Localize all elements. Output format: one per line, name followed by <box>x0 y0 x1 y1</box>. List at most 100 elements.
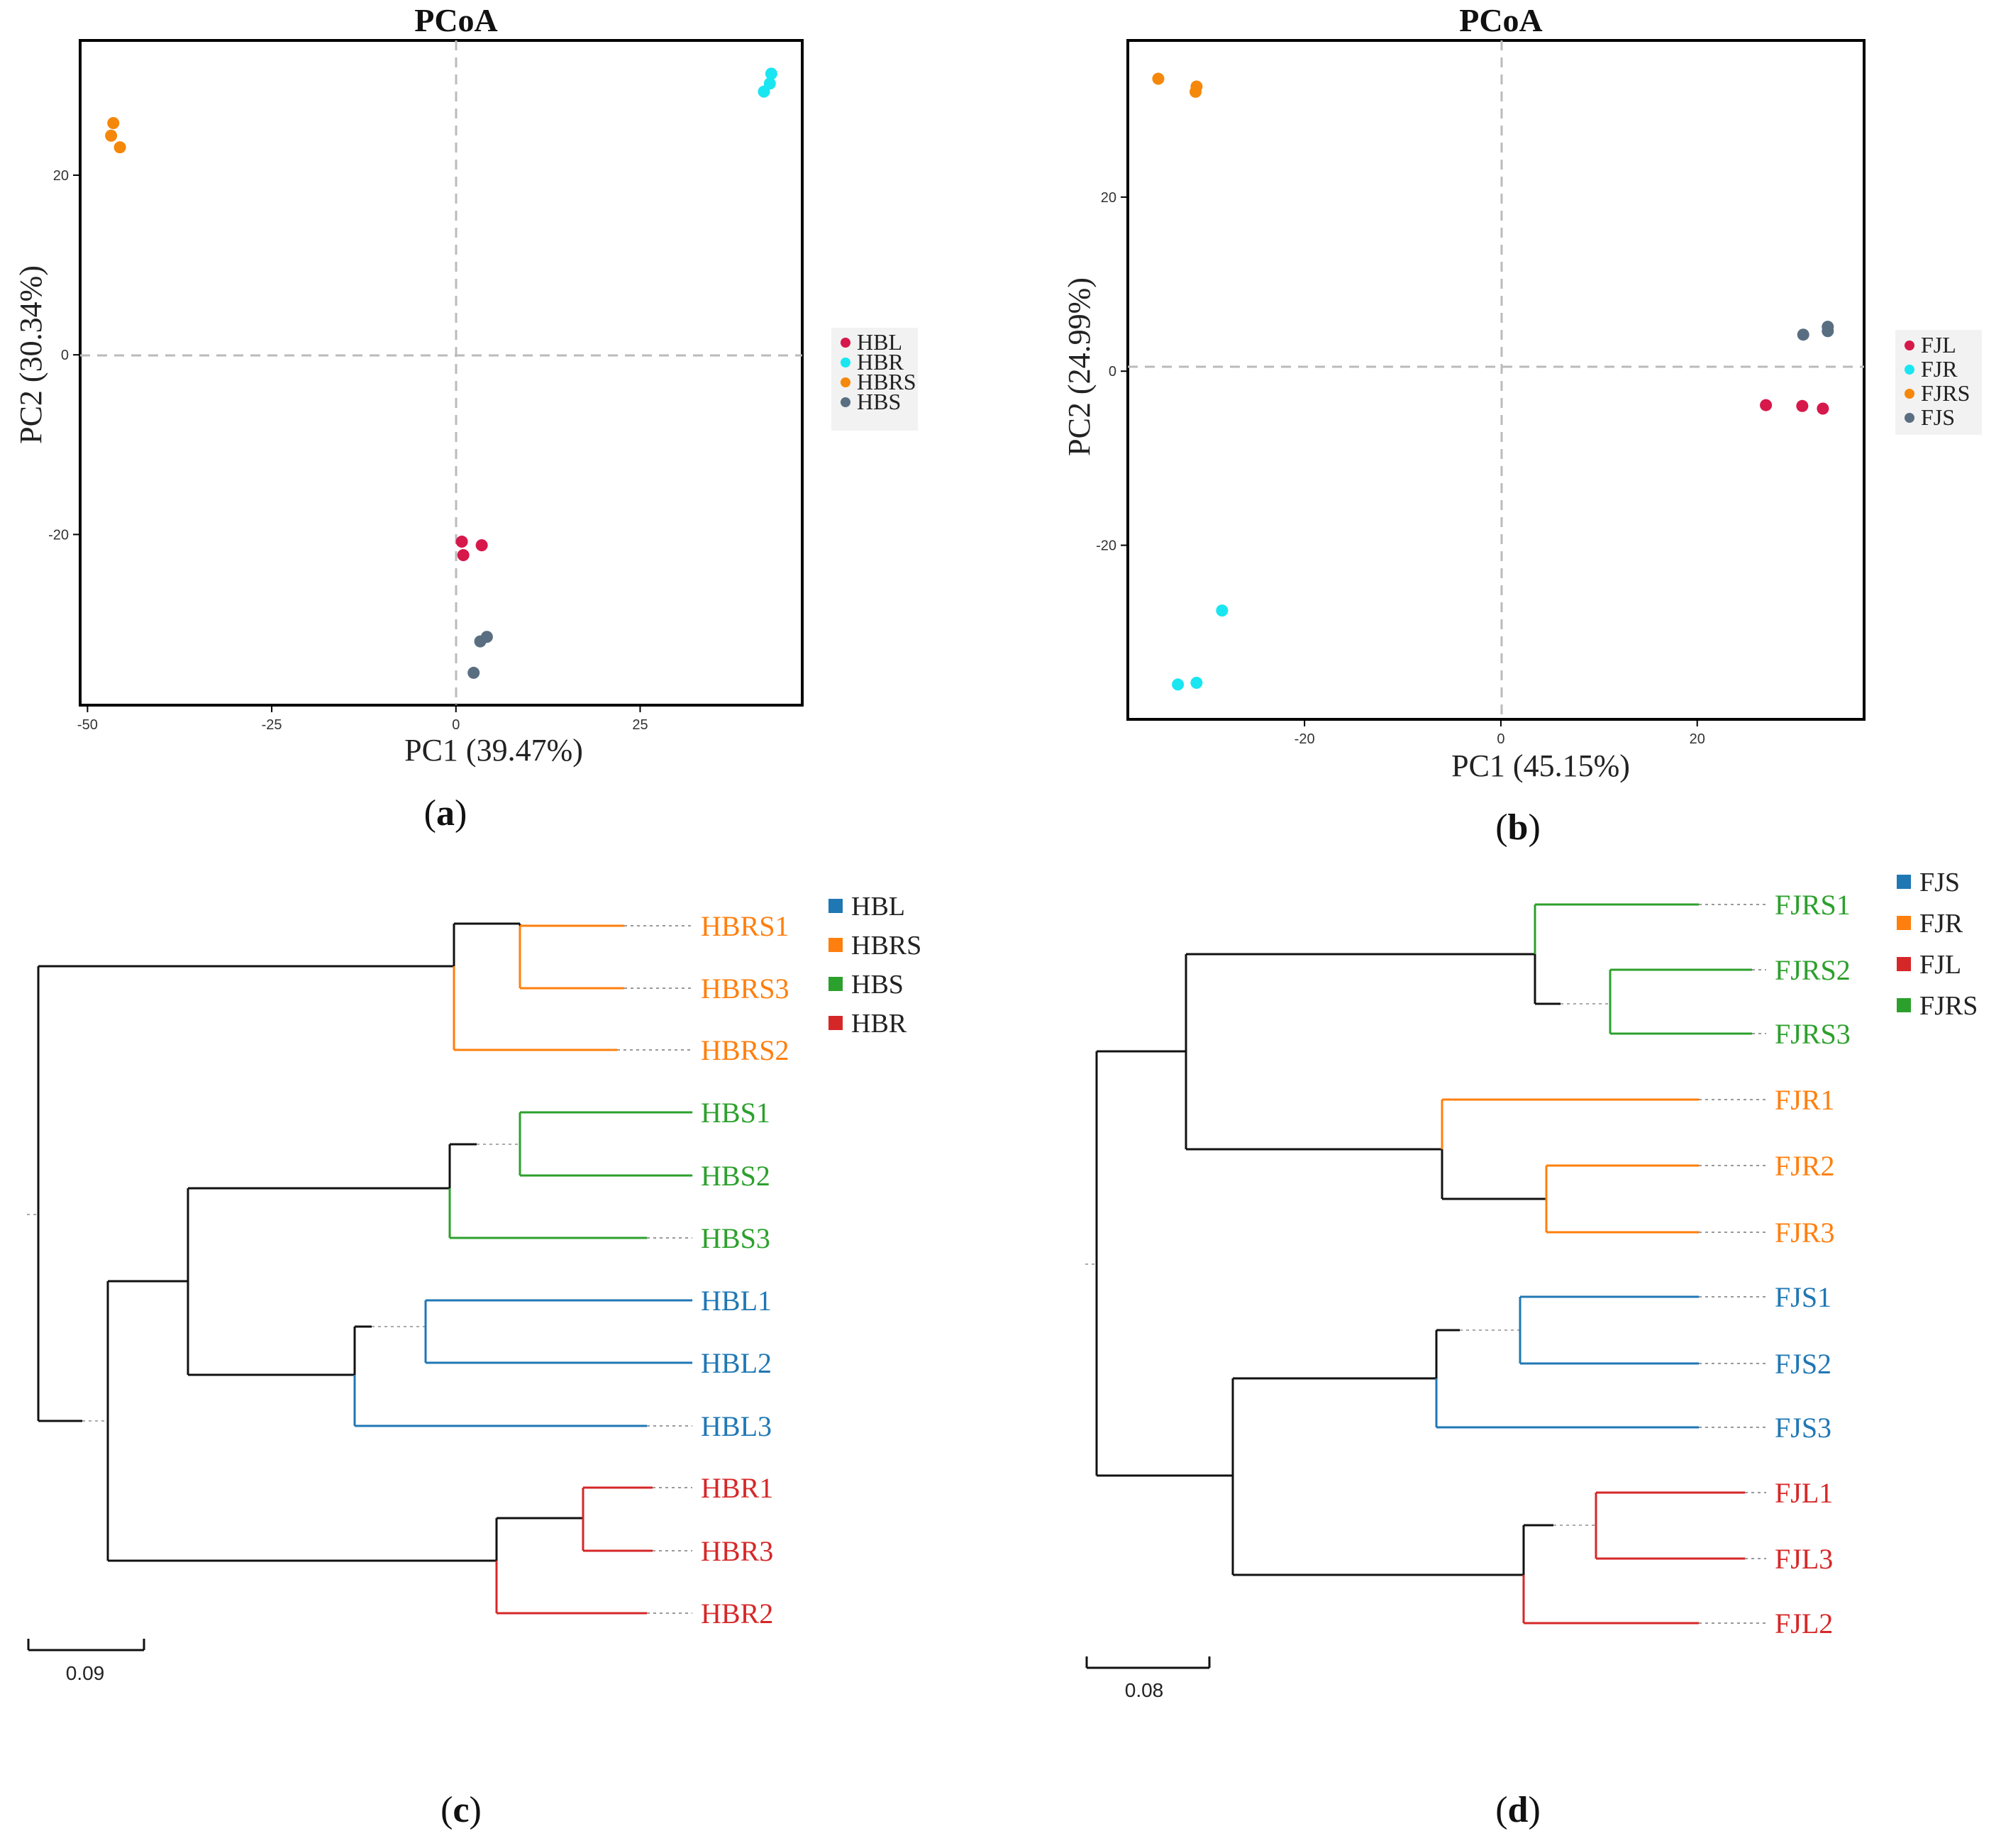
point-fjl <box>1817 402 1829 415</box>
point-fjrs <box>1152 72 1165 85</box>
legend-swatch-hbs <box>828 977 843 991</box>
legend-marker-fjs <box>1905 413 1914 423</box>
panel-label-a: (a) <box>424 793 467 834</box>
point-hbr <box>765 67 777 80</box>
dendro-c-scale-bar <box>27 1639 145 1651</box>
point-hbl <box>475 539 488 552</box>
leaf-label-hbrs3: HBRS3 <box>701 973 789 1005</box>
point-hbrs <box>105 129 118 142</box>
dendro-c-dotted-links <box>27 1144 520 1422</box>
panel-label-c: (c) <box>440 1790 482 1830</box>
x-tick-label: -20 <box>1295 731 1315 747</box>
legend-swatch-fjrs <box>1897 998 1911 1012</box>
point-fjs <box>1822 321 1834 333</box>
leaf-label-fjrs3: FJRS3 <box>1775 1018 1851 1050</box>
leaf-label-hbs2: HBS2 <box>701 1160 770 1192</box>
pcoa-b-ylabel: PC2 (24.99%) <box>1062 277 1097 456</box>
leaf-label-hbl1: HBL1 <box>701 1285 772 1317</box>
point-hbl <box>457 549 470 562</box>
point-fjl <box>1760 399 1773 411</box>
point-hbl <box>455 536 468 548</box>
legend-swatch-hbrs <box>828 938 843 952</box>
legend-swatch-hbl <box>828 899 843 913</box>
point-hbs <box>474 635 487 648</box>
legend-label-fjl: FJL <box>1919 950 1961 980</box>
leaf-label-hbl2: HBL2 <box>701 1347 772 1379</box>
leaf-label-fjs3: FJS3 <box>1775 1412 1831 1444</box>
legend-label-hbs: HBS <box>851 970 904 1000</box>
leaf-label-fjrs1: FJRS1 <box>1775 889 1851 921</box>
legend-label-fjrs: FJRS <box>1919 991 1978 1021</box>
leaf-label-fjl3: FJL3 <box>1775 1543 1833 1575</box>
pcoa-a-ylabel: PC2 (30.34%) <box>13 265 48 444</box>
y-tick-label: -20 <box>1096 538 1116 554</box>
leaf-label-hbrs2: HBRS2 <box>701 1034 789 1066</box>
pcoa-b-title: PCoA <box>1459 2 1543 38</box>
legend-swatch-fjs <box>1897 875 1911 889</box>
y-tick-label: 20 <box>53 168 69 184</box>
dendro-d-clade-fjrs <box>1534 903 1752 1035</box>
legend-swatch-fjr <box>1897 916 1911 930</box>
legend-label-hbrs: HBRS <box>857 369 916 394</box>
x-tick-label: 0 <box>452 717 460 733</box>
point-fjr <box>1216 604 1229 617</box>
dendro-c-clade-hbs <box>448 1111 692 1239</box>
dendro-c-scale-label: 0.09 <box>66 1662 105 1684</box>
y-tick-label: 20 <box>1101 190 1116 206</box>
panel-d: FJRS1 FJRS2 FJRS3 FJR1 FJR2 FJR3 FJS1 FJS2 FJS3 F… <box>1085 868 1978 1830</box>
leaf-label-fjr2: FJR2 <box>1775 1150 1835 1182</box>
dendro-c-clade-hbrs <box>453 924 624 1051</box>
x-tick-label: -25 <box>262 717 282 733</box>
leaf-label-fjr1: FJR1 <box>1775 1084 1835 1116</box>
legend-label-fjr: FJR <box>1919 909 1963 939</box>
legend-label-hbr: HBR <box>857 349 904 375</box>
pcoa-b-xlabel: PC1 (45.15%) <box>1451 748 1630 783</box>
leaf-label-fjrs2: FJRS2 <box>1775 954 1851 986</box>
point-fjl <box>1796 399 1809 412</box>
panel-c: HBRS1 HBRS3 HBRS2 HBS1 HBS2 HBS3 HBL1 HBL2 HBL3 H… <box>27 892 921 1830</box>
dendro-d-scale-bar <box>1085 1656 1211 1669</box>
y-tick-label: -20 <box>48 527 69 543</box>
legend-marker-hbr <box>841 358 850 367</box>
dendro-d-scale-label: 0.08 <box>1125 1679 1164 1701</box>
legend-marker-fjr <box>1905 365 1914 375</box>
y-tick-label: 0 <box>1109 364 1116 380</box>
leaf-label-fjl1: FJL1 <box>1775 1477 1833 1509</box>
legend-label-hbl: HBL <box>851 892 905 922</box>
leaf-label-hbs1: HBS1 <box>701 1097 770 1129</box>
y-tick-label: 0 <box>61 348 69 363</box>
panel-label-d: (d) <box>1495 1790 1541 1830</box>
pcoa-a-xlabel: PC1 (39.47%) <box>404 733 583 768</box>
dendro-d-clade-fjs <box>1435 1295 1699 1429</box>
dendro-c-clade-hbl <box>353 1299 692 1427</box>
x-tick-label: -50 <box>77 717 98 733</box>
legend-marker-fjl <box>1905 341 1914 350</box>
panel-a: PCoA -50 -25 0 25 20 0 -20 PC1 (39.47%) PC2 (3… <box>13 2 918 834</box>
leaf-label-hbrs1: HBRS1 <box>701 910 789 942</box>
dendro-d-clade-fjr <box>1441 1098 1699 1234</box>
leaf-label-fjs1: FJS1 <box>1775 1281 1831 1313</box>
legend-marker-hbs <box>841 397 850 407</box>
legend-marker-fjrs <box>1905 389 1914 399</box>
point-hbr <box>758 85 770 98</box>
dendro-d-backbone <box>1095 953 1561 1576</box>
dendro-d-clade-fjl <box>1522 1491 1745 1625</box>
dendro-d-dotted-links <box>1085 1003 1610 1526</box>
pcoa-a-title: PCoA <box>414 2 498 38</box>
legend-label-fjs: FJS <box>1921 404 1955 430</box>
point-fjs <box>1797 328 1809 341</box>
leaf-label-hbr2: HBR2 <box>701 1598 773 1630</box>
pcoa-a-frame <box>79 39 804 707</box>
point-hbrs <box>113 141 126 154</box>
pcoa-b-frame <box>1126 39 1866 721</box>
legend-label-fjs: FJS <box>1919 868 1960 897</box>
legend-label-fjr: FJR <box>1921 356 1958 382</box>
legend-swatch-hbr <box>828 1016 843 1030</box>
leaf-label-hbl3: HBL3 <box>701 1410 772 1442</box>
legend-marker-hbrs <box>841 377 850 387</box>
legend-label-hbs: HBS <box>857 389 901 414</box>
panel-b: PCoA -20 0 20 20 0 -20 PC1 (45.15%) PC2 (24.9… <box>1062 2 1982 848</box>
leaf-label-fjs2: FJS2 <box>1775 1348 1831 1380</box>
leaf-label-fjr3: FJR3 <box>1775 1217 1835 1249</box>
